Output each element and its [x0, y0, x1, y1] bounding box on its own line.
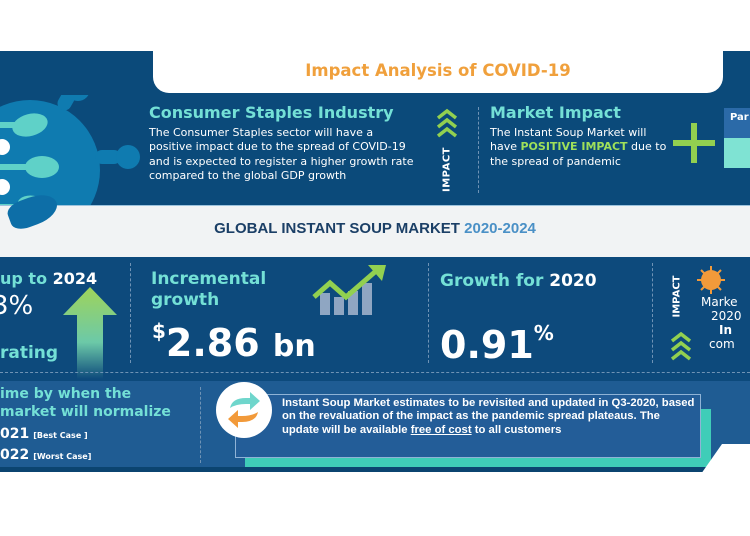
impact-label: IMPACT — [441, 147, 453, 192]
normalize-heading-line2: market will normalize — [0, 404, 171, 420]
cagr-heading-year: 2024 — [52, 269, 98, 288]
bottom-edge — [0, 467, 750, 472]
currency-symbol: $ — [152, 319, 166, 343]
triple-chevron-up-icon — [436, 108, 458, 138]
normalize-heading-line1: ime by when the — [0, 386, 132, 402]
growth-2020-heading: Growth for 2020 — [440, 271, 597, 291]
incremental-value: $2.86 bn — [152, 319, 316, 365]
triple-chevron-up-icon — [670, 332, 692, 361]
cagr-heading: up to 2024 — [0, 269, 97, 288]
incremental-heading: Incremental growth — [151, 269, 266, 311]
cagr-value: 3% — [0, 291, 34, 321]
market-2020-line3: In — [719, 323, 733, 337]
incremental-unit: bn — [272, 329, 316, 364]
market-impact-text-end: due to the spread of pandemic — [490, 140, 667, 168]
market-impact-heading: Market Impact — [490, 103, 621, 122]
note-text-end: to all customers — [471, 423, 562, 436]
divider — [200, 387, 201, 463]
growth-trend-icon — [312, 265, 386, 315]
banner-years: 2020-2024 — [464, 220, 536, 237]
consumer-staples-heading: Consumer Staples Industry — [149, 103, 394, 122]
incremental-heading-line2: growth — [151, 290, 220, 310]
market-2020-text: Marke 2020 In com — [701, 295, 750, 351]
impact-label: IMPACT — [671, 275, 683, 318]
note-text-main: Instant Soup Market estimates to be revi… — [282, 397, 695, 436]
pandemic-panel-label: Par — [724, 108, 750, 138]
divider — [130, 263, 131, 363]
cagr-footer: rating — [0, 343, 59, 363]
page-title-box: Impact Analysis of COVID-19 — [153, 51, 723, 93]
market-impact-label-wrap: IMPACT — [662, 276, 692, 318]
consumer-staples-body: The Consumer Staples sector will have a … — [149, 126, 414, 182]
refresh-icon — [228, 392, 260, 428]
best-case-year: 021 — [0, 426, 30, 442]
divider — [428, 263, 429, 363]
section-divider — [0, 372, 750, 373]
market-banner-title: GLOBAL INSTANT SOUP MARKET 2020-2024 — [0, 220, 750, 237]
pandemic-panel-fill — [724, 138, 750, 168]
growth-heading-year: 2020 — [549, 271, 597, 291]
banner-title-text: GLOBAL INSTANT SOUP MARKET — [214, 220, 460, 237]
up-arrow-icon — [63, 287, 117, 379]
free-of-cost-link[interactable]: free of cost — [410, 423, 472, 436]
normalize-heading: ime by when the market will normalize — [0, 385, 171, 421]
worst-case-tag: [Worst Case] — [33, 452, 92, 461]
growth-2020-value: 0.91% — [440, 321, 554, 367]
growth-unit: % — [533, 321, 554, 345]
incremental-amount: 2.86 — [165, 321, 260, 365]
plus-icon — [673, 123, 715, 163]
worst-case-row: 022 [Worst Case] — [0, 444, 91, 463]
market-2020-line4: com — [709, 337, 735, 351]
market-banner — [0, 205, 750, 257]
market-2020-line2: 2020 — [711, 309, 742, 323]
cagr-heading-text: up to — [0, 269, 53, 288]
divider — [478, 107, 479, 193]
update-note-box — [235, 394, 701, 458]
kpi-section: up to 2024 3% rating Incremental growth $… — [0, 257, 750, 472]
market-2020-line1: Marke — [701, 295, 738, 309]
worst-case-year: 022 — [0, 447, 30, 463]
virus-illustration-icon — [0, 95, 140, 205]
growth-heading-text: Growth for — [440, 271, 550, 291]
update-note-text: Instant Soup Market estimates to be revi… — [282, 397, 697, 437]
best-case-tag: [Best Case ] — [33, 431, 88, 440]
best-case-row: 021 [Best Case ] — [0, 423, 88, 442]
positive-impact-highlight: POSITIVE IMPACT — [520, 140, 628, 154]
divider — [652, 263, 653, 363]
impact-indicator: IMPACT — [436, 108, 458, 192]
market-impact-body: The Instant Soup Market will have POSITI… — [490, 126, 670, 169]
pandemic-panel: Par — [724, 108, 750, 168]
orange-virus-icon — [697, 266, 725, 294]
incremental-heading-line1: Incremental — [151, 269, 267, 289]
page-title: Impact Analysis of COVID-19 — [305, 61, 571, 80]
growth-amount: 0.91 — [440, 323, 534, 367]
refresh-icon-wrap — [216, 382, 272, 438]
market-impact-text: The Instant Soup Market will have — [490, 126, 647, 154]
